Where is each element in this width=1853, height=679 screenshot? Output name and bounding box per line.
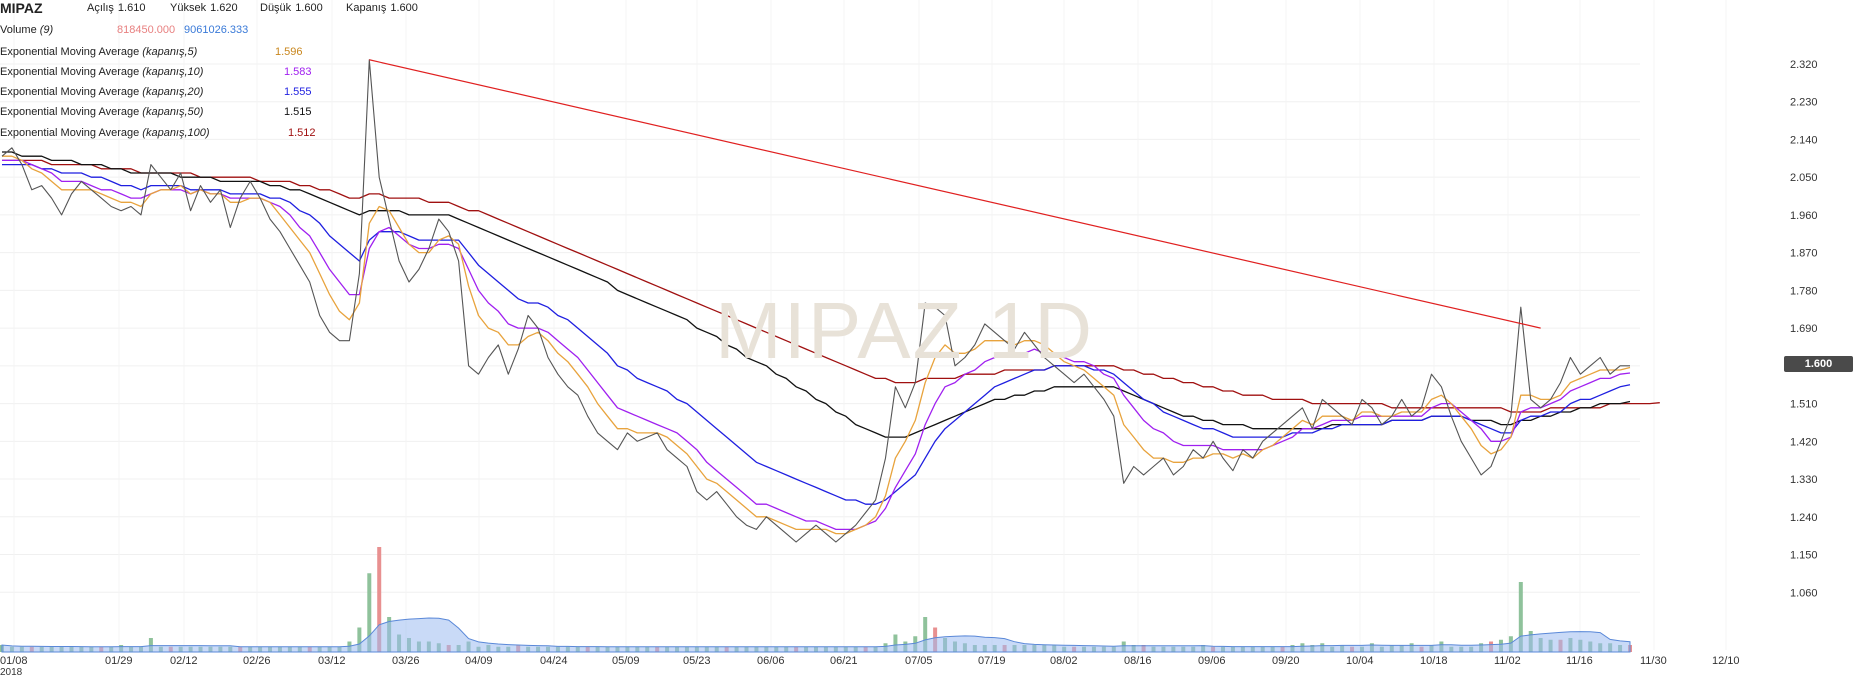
year-label: 2018 [0,667,23,678]
x-tick-label: 12/10 [1712,655,1740,667]
ema-10-params: (kapanış,10) [142,66,204,78]
volume-bar [923,617,928,652]
ema-5-params: (kapanış,5) [142,46,198,58]
ema-5-label: Exponential Moving Average [0,46,140,58]
y-tick-label: 1.060 [1790,587,1818,599]
x-tick-label: 10/18 [1420,655,1448,667]
x-tick-label: 02/12 [170,655,198,667]
y-tick-label: 1.780 [1790,285,1818,297]
x-tick-label: 06/06 [757,655,785,667]
volume-bar [148,638,153,652]
x-tick-label: 11/30 [1640,655,1667,667]
legend-ema-10[interactable]: Exponential Moving Average (kapanış,10) [0,64,203,81]
close-label: Kapanış [346,2,387,14]
ema-100-value: 1.512 [288,127,316,139]
y-tick-label: 2.140 [1790,134,1818,146]
volume-bar [367,573,372,652]
volume-bars [0,547,1632,652]
x-tick-label: 03/26 [392,655,420,667]
volume-bar [893,634,898,652]
ema-20-line [2,163,1631,505]
open-value: 1.610 [117,2,146,14]
x-axis-labels: 01/08 01/29 02/12 02/26 03/12 03/26 04/09 04/24… [0,655,1740,667]
x-tick-label: 09/06 [1198,655,1226,667]
volume-bar [377,547,382,652]
y-tick-label: 2.050 [1790,172,1818,184]
ema-10-line [2,159,1631,531]
ema-50-value: 1.515 [284,106,312,118]
symbol-name: MIPAZ [0,0,43,16]
y-tick-label: 1.960 [1790,210,1818,222]
ema-10-label: Exponential Moving Average [0,66,140,78]
legend-ema-20[interactable]: Exponential Moving Average (kapanış,20) [0,84,203,101]
legend-ema-100[interactable]: Exponential Moving Average (kapanış,100) [0,125,210,142]
ema-20-params: (kapanış,20) [142,86,204,98]
x-tick-label: 03/12 [318,655,346,667]
ema-5-value: 1.596 [275,46,303,58]
volume-bar [357,627,362,652]
x-tick-label: 07/05 [905,655,933,667]
ema-20-value: 1.555 [284,86,312,98]
watermark: MIPAZ 1D [715,286,1095,375]
low-label: Düşük [260,2,292,14]
price-line [1,59,1630,543]
y-tick-label: 2.320 [1790,59,1818,71]
trendline[interactable] [369,59,1541,329]
ema-100-line [2,159,1660,413]
y-tick-label: 1.690 [1790,323,1818,335]
ema-50-params: (kapanış,50) [142,106,204,118]
x-tick-label: 01/29 [105,655,133,667]
x-tick-label: 09/20 [1272,655,1300,667]
ema-20-label: Exponential Moving Average [0,86,140,98]
volume-period: (9) [39,24,54,36]
ohlc-open: Açılış 1.610 [87,0,149,17]
x-tick-label: 01/08 [0,655,28,667]
x-tick-label: 08/16 [1124,655,1152,667]
x-tick-label: 06/21 [830,655,858,667]
x-tick-label: 11/02 [1494,655,1521,667]
x-tick-label: 04/24 [540,655,568,667]
x-tick-label: 05/23 [683,655,711,667]
x-tick-label: 08/02 [1050,655,1078,667]
x-tick-label: 07/19 [978,655,1006,667]
volume-bar [1518,582,1523,652]
ema-10-value: 1.583 [284,66,312,78]
ema-50-label: Exponential Moving Average [0,106,140,118]
x-tick-label: 11/16 [1566,655,1593,667]
volume-ma-area [1,617,1631,653]
y-tick-label: 1.420 [1790,436,1818,448]
y-tick-label: 2.230 [1790,97,1818,109]
x-tick-label: 05/09 [612,655,640,667]
ema-100-params: (kapanış,100) [142,127,210,139]
y-tick-label: 1.150 [1790,550,1818,562]
high-label: Yüksek [170,2,207,14]
y-tick-label: 1.330 [1790,474,1818,486]
series-lines [1,59,1660,543]
legend-ema-5[interactable]: Exponential Moving Average (kapanış,5) [0,44,197,61]
volume-value-2: 9061026.333 [184,24,249,36]
ohlc-high: Yüksek 1.620 [170,0,242,17]
legend-volume[interactable]: Volume (9) [0,22,53,39]
ohlc-close: Kapanış 1.600 [346,0,422,17]
y-tick-label: 1.240 [1790,512,1818,524]
x-tick-label: 02/26 [243,655,271,667]
low-value: 1.600 [295,2,323,14]
ema-100-label: Exponential Moving Average [0,127,140,139]
x-tick-label: 04/09 [465,655,493,667]
volume-value-1: 818450.000 [117,24,176,36]
legend-ema-50[interactable]: Exponential Moving Average (kapanış,50) [0,104,203,121]
y-axis-labels: 2.320 2.230 2.140 2.050 1.960 1.870 1.780 1.690… [1790,59,1818,599]
y-tick-label: 1.510 [1790,399,1818,411]
grid [0,0,1727,650]
close-value: 1.600 [390,2,418,14]
current-price-tag: 1.600 [1784,356,1853,372]
y-tick-label: 1.870 [1790,248,1818,260]
volume-label: Volume [0,24,37,36]
ema-5-line [2,155,1631,535]
open-label: Açılış [87,2,114,14]
ohlc-low: Düşük 1.600 [260,0,327,17]
high-value: 1.620 [210,2,238,14]
x-tick-label: 10/04 [1346,655,1374,667]
